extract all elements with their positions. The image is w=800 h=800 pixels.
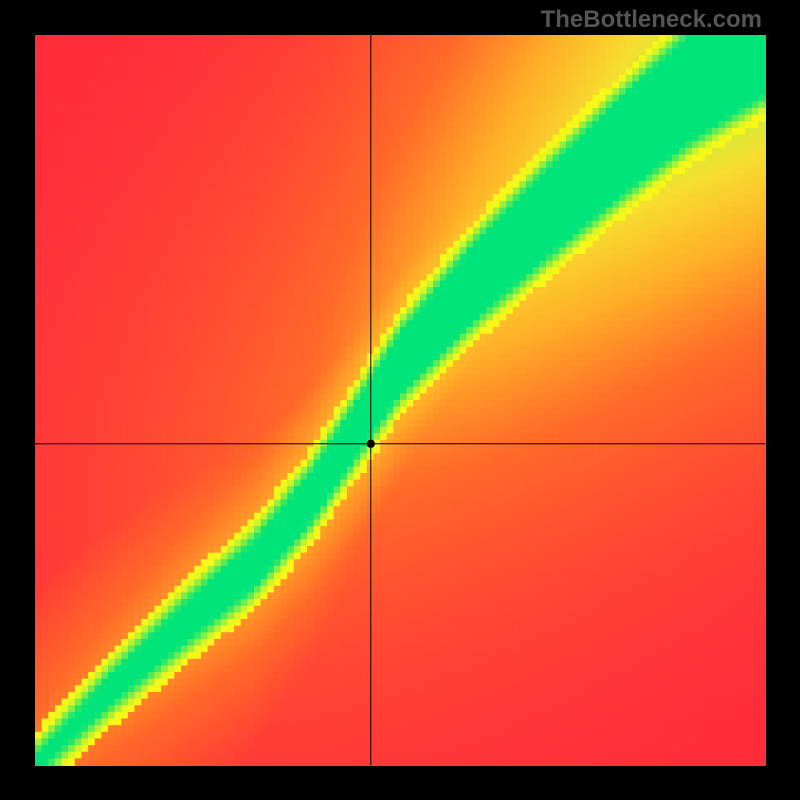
chart-container: { "chart": { "type": "heatmap", "canvas_… (0, 0, 800, 800)
watermark-text: TheBottleneck.com (541, 6, 762, 34)
bottleneck-heatmap (0, 0, 800, 800)
